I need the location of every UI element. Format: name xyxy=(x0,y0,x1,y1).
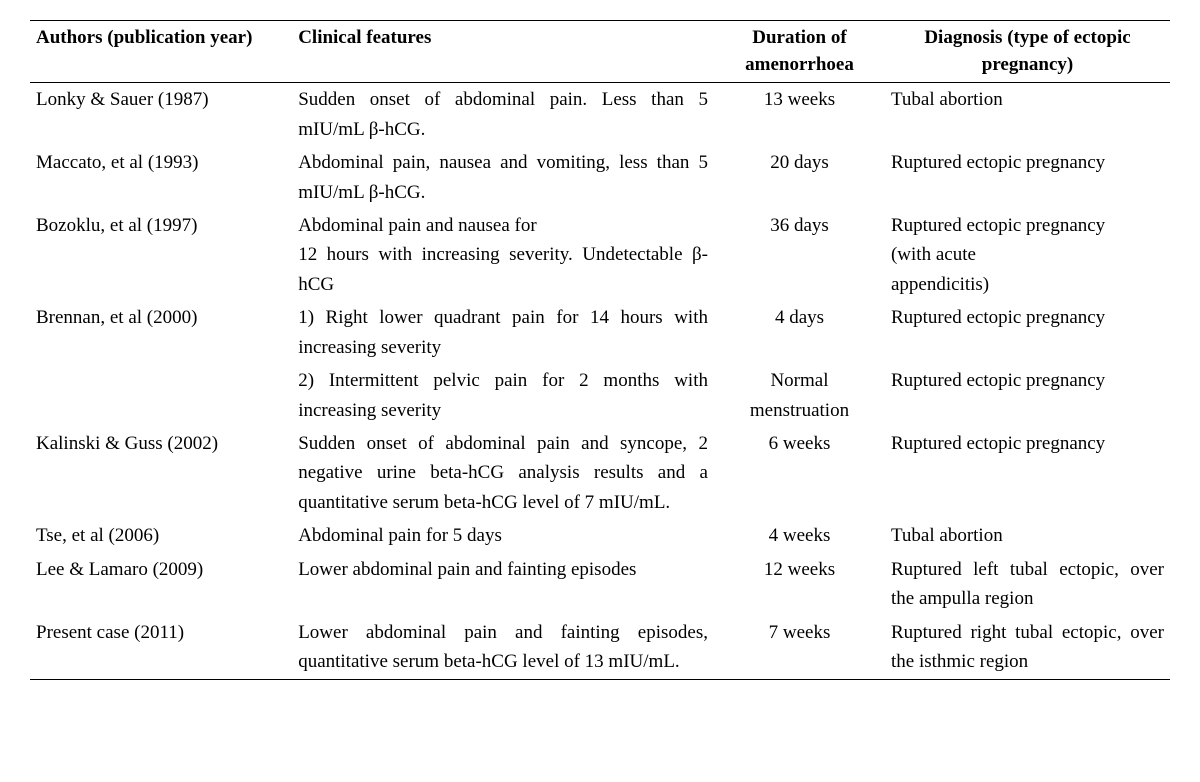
table-row: 2) Intermittent pelvic pain for 2 months… xyxy=(30,364,1170,427)
cell-duration: 13 weeks xyxy=(714,83,885,146)
table-row: Lee & Lamaro (2009) Lower abdominal pain… xyxy=(30,553,1170,616)
table-row: Tse, et al (2006) Abdominal pain for 5 d… xyxy=(30,519,1170,552)
cell-duration: 7 weeks xyxy=(714,616,885,679)
cell-authors: Tse, et al (2006) xyxy=(30,519,292,552)
cell-diagnosis: Ruptured ectopic pregnancy xyxy=(885,364,1170,427)
ectopic-pregnancy-table: Authors (publication year) Clinical feat… xyxy=(30,20,1170,680)
cell-diagnosis-l1: Ruptured ectopic pregnancy xyxy=(891,215,1105,236)
cell-diagnosis: Ruptured ectopic pregnancy xyxy=(885,427,1170,519)
table-row: Present case (2011) Lower abdominal pain… xyxy=(30,616,1170,679)
cell-diagnosis: Tubal abortion xyxy=(885,519,1170,552)
cell-features: Abdominal pain and nausea for 12 hours w… xyxy=(292,209,714,301)
header-duration-l2: amenorrhoea xyxy=(745,54,854,75)
cell-diagnosis: Ruptured ectopic pregnancy (with acute a… xyxy=(885,209,1170,301)
cell-features: Abdominal pain for 5 days xyxy=(292,519,714,552)
cell-diagnosis-l3: appendicitis) xyxy=(891,274,989,295)
table-row: Bozoklu, et al (1997) Abdominal pain and… xyxy=(30,209,1170,301)
cell-duration: 4 days xyxy=(714,301,885,364)
cell-diagnosis: Ruptured right tubal ectopic, over the i… xyxy=(885,616,1170,679)
cell-features: 2) Intermittent pelvic pain for 2 months… xyxy=(292,364,714,427)
cell-features: Sudden onset of abdominal pain. Less tha… xyxy=(292,83,714,146)
cell-features-l2: 12 hours with increasing severity. Undet… xyxy=(298,244,708,294)
cell-authors: Kalinski & Guss (2002) xyxy=(30,427,292,519)
header-duration: Duration of amenorrhoea xyxy=(714,21,885,83)
header-features: Clinical features xyxy=(292,21,714,83)
header-diagnosis: Diagnosis (type of ectopic pregnancy) xyxy=(885,21,1170,83)
cell-authors: Maccato, et al (1993) xyxy=(30,146,292,209)
cell-features: Sudden onset of abdominal pain and synco… xyxy=(292,427,714,519)
cell-diagnosis: Ruptured ectopic pregnancy xyxy=(885,146,1170,209)
cell-authors: Bozoklu, et al (1997) xyxy=(30,209,292,301)
cell-duration: 12 weeks xyxy=(714,553,885,616)
cell-diagnosis-l2: (with acute xyxy=(891,244,976,265)
header-row: Authors (publication year) Clinical feat… xyxy=(30,21,1170,83)
table-row: Brennan, et al (2000) 1) Right lower qua… xyxy=(30,301,1170,364)
header-authors: Authors (publication year) xyxy=(30,21,292,83)
table-row: Maccato, et al (1993) Abdominal pain, na… xyxy=(30,146,1170,209)
cell-duration: 4 weeks xyxy=(714,519,885,552)
cell-authors: Lonky & Sauer (1987) xyxy=(30,83,292,146)
table-row: Kalinski & Guss (2002) Sudden onset of a… xyxy=(30,427,1170,519)
cell-features-l1: Abdominal pain and nausea for xyxy=(298,215,536,236)
cell-duration: 20 days xyxy=(714,146,885,209)
cell-diagnosis: Tubal abortion xyxy=(885,83,1170,146)
cell-features: Lower abdominal pain and fainting episod… xyxy=(292,553,714,616)
cell-duration-l2: menstruation xyxy=(750,400,849,421)
header-diagnosis-l2: pregnancy) xyxy=(982,54,1073,75)
header-duration-l1: Duration of xyxy=(752,27,846,48)
cell-diagnosis: Ruptured ectopic pregnancy xyxy=(885,301,1170,364)
table-row: Lonky & Sauer (1987) Sudden onset of abd… xyxy=(30,83,1170,146)
cell-features: 1) Right lower quadrant pain for 14 hour… xyxy=(292,301,714,364)
cell-duration-l1: Normal xyxy=(770,370,828,391)
cell-duration: 36 days xyxy=(714,209,885,301)
cell-authors: Lee & Lamaro (2009) xyxy=(30,553,292,616)
cell-diagnosis: Ruptured left tubal ectopic, over the am… xyxy=(885,553,1170,616)
cell-duration: Normal menstruation xyxy=(714,364,885,427)
cell-authors: Present case (2011) xyxy=(30,616,292,679)
cell-features: Lower abdominal pain and fainting episod… xyxy=(292,616,714,679)
cell-duration: 6 weeks xyxy=(714,427,885,519)
header-diagnosis-l1: Diagnosis (type of ectopic xyxy=(924,27,1130,48)
cell-authors xyxy=(30,364,292,427)
cell-authors: Brennan, et al (2000) xyxy=(30,301,292,364)
cell-features: Abdominal pain, nausea and vomiting, les… xyxy=(292,146,714,209)
